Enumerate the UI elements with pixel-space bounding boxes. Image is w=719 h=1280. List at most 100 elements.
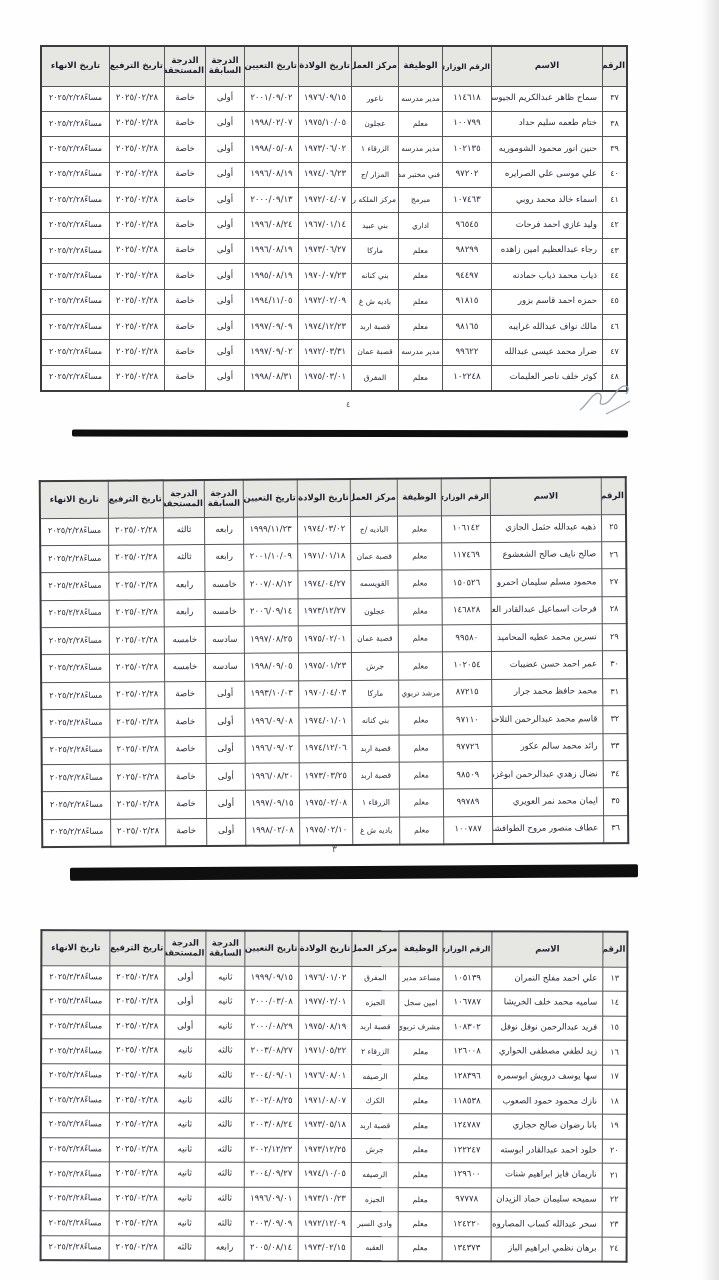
cell-ministry_no: ١٠٢٠٥٤ [442, 651, 492, 680]
table-row: ٣٢ قاسم محمد عبدالرحمن التلاحمه ٩٧١١٠ معلم ب… [41, 705, 628, 738]
column-header-ministry_no: الرقم الوزاري [442, 45, 492, 87]
cell-name: فريد عبدالرحمن نوفل نوفل [491, 1015, 603, 1041]
cell-work_center: الجيزه [351, 990, 399, 1016]
cell-previous_grade: أولى [205, 187, 245, 214]
table-header: الرقم الاسم الرقم الوزاري الوظيفة مركز العمل… [39, 477, 626, 519]
column-header-appointment_date: تاريخ التعيين [244, 930, 299, 966]
cell-birth_date: ١٩٧١/٠٨/٠٧ [298, 1088, 352, 1114]
cell-birth_date: ١٩٦٧/٠١/١٤ [298, 212, 352, 239]
cell-appointment_date: ٢٠٠٤/٠٩/٢٧ [244, 1162, 299, 1188]
cell-previous_grade: أولى [205, 288, 245, 316]
table-row: ٢١ ناريمان فايز ابراهيم شنات ١٢٩٦٠٠ معلم الر… [40, 1161, 627, 1189]
cell-promotion_date: ٢٠٢٥/٠٢/٢٨ [109, 1162, 165, 1187]
cell-name: قاسم محمد عبدالرحمن التلاحمه [491, 705, 604, 735]
cell-promotion_date: ٢٠٢٥/٠٢/٢٨ [110, 736, 166, 765]
cell-promotion_date: ٢٠٢٥/٠٢/٢٨ [109, 989, 165, 1015]
cell-end_date: مساءً٢٠٢٥/٢/٢٨ [40, 110, 110, 138]
cell-job: معلم [398, 1138, 443, 1163]
cell-appointment_date: ١٩٩٨/٠٢/٠٨ [245, 817, 300, 846]
cell-num: ٤٧ [602, 339, 628, 366]
cell-promotion_date: ٢٠٢٥/٠٢/٢٨ [109, 314, 165, 341]
cell-num: ١٤ [602, 991, 628, 1016]
cell-appointment_date: ١٩٩٦/٠٨/٢٤ [244, 212, 299, 239]
column-header-num: الرقم [602, 45, 628, 87]
cell-job: فني مختبر مدرسة [398, 161, 443, 189]
cell-entitled_grade: ثالثه [163, 544, 205, 573]
cell-name: عمر احمد حسن عضيبات [491, 651, 603, 680]
table-row: ٢٩ نسرين محمد عطيه المحاميد ٩٩٥٨٠ معلم قصبة … [40, 623, 627, 656]
cell-birth_date: ١٩٧٢/٠٢/٠٩ [298, 288, 352, 316]
cell-job: مبرمج [398, 187, 443, 214]
table-row: ٢٤ برهان نظمي ابراهيم الباز ١٣٤٣٧٣ معلم العق… [40, 1235, 627, 1262]
column-header-entitled_grade: الدرجة المستحقة [163, 480, 205, 518]
column-header-end_date: تاريخ الانهاء [39, 480, 109, 519]
cell-previous_grade: أولى [205, 136, 245, 163]
table-body: ١٣ علي احمد مفلح النمران ١٠٥١٣٩ مساعد مدير … [40, 965, 628, 1262]
cell-entitled_grade: أولى [164, 1014, 206, 1040]
table-row: ١٧ سها يوسف درويش ابوسمره ١٢٨٣٩٦ معلم الرصيف… [41, 1063, 628, 1090]
cell-num: ١٩ [602, 1114, 627, 1139]
cell-end_date: مساءً٢٠٢٥/٢/٢٨ [41, 764, 111, 793]
cell-job: مساعد مدير مدرسه [398, 966, 443, 991]
cell-promotion_date: ٢٠٢٥/٠٢/٢٨ [109, 110, 165, 138]
cell-promotion_date: ٢٠٢٥/٠٢/٢٨ [109, 1235, 165, 1261]
cell-job: معلم [398, 1212, 443, 1237]
cell-end_date: مساءً٢٠٢٥/٢/٢٨ [41, 791, 111, 820]
cell-previous_grade: أولى [205, 708, 246, 737]
cell-end_date: مساءً٢٠٢٥/٢/٢٨ [41, 709, 111, 738]
cell-work_center: باديه ش غ [351, 288, 399, 316]
cell-num: ٢٧ [601, 568, 627, 597]
cell-end_date: مساءً٢٠٢٥/٢/٢٨ [40, 85, 110, 112]
cell-ministry_no: ٩٧٧٢٦ [443, 734, 493, 762]
table-row: ١٤ ساميه محمد خلف الخريشا ١٠٦٧٨٧ امين سجل ال… [41, 989, 628, 1016]
cell-job: معلم [398, 314, 443, 341]
cell-num: ٣١ [602, 678, 628, 706]
cell-work_center: عجلون [351, 110, 399, 138]
cell-end_date: مساءً٢٠٢٥/٢/٢٨ [40, 1161, 110, 1187]
cell-previous_grade: ثانيه [205, 990, 245, 1015]
cell-job: معلم [398, 1162, 443, 1188]
cell-promotion_date: ٢٠٢٥/٠٢/٢٨ [109, 1088, 165, 1114]
cell-entitled_grade: خاصة [164, 187, 206, 214]
cell-previous_grade: ثالثه [205, 1186, 245, 1212]
cell-promotion_date: ٢٠٢٥/٠٢/٢٨ [109, 1137, 165, 1163]
cell-appointment_date: ١٩٩٥/٠٨/١٩ [244, 263, 299, 290]
table-row: ٤١ اسماء خالد محمد روبي ١٠٧٤٦٣ مبرمج مركز ال… [40, 187, 628, 214]
column-header-job: الوظيفة [397, 478, 442, 516]
cell-name: برهان نظمي ابراهيم الباز [491, 1236, 603, 1262]
cell-work_center: ماركا [351, 680, 399, 708]
table-row: ٣٥ ايمان محمد نمر العويري ٩٩٧٨٩ معلم الزرقاء… [41, 787, 629, 820]
cell-ministry_no: ٩٨٢٩٩ [442, 237, 492, 265]
cell-appointment_date: ١٩٩٩/٠٩/١٥ [244, 965, 299, 991]
cell-promotion_date: ٢٠٢٥/٠٢/٢٨ [109, 1186, 165, 1212]
cell-appointment_date: ٢٠٠٠/٠٣/٠٨ [244, 990, 299, 1016]
column-header-name: الاسم [491, 931, 603, 967]
cell-entitled_grade: ثانيه [164, 1137, 206, 1163]
column-header-work_center: مركز العمل [351, 930, 399, 967]
cell-appointment_date: ١٩٩٦/٠٩/٠٢ [245, 735, 300, 764]
cell-promotion_date: ٢٠٢٥/٠٢/٢٨ [109, 161, 165, 189]
cell-ministry_no: ١٠٢٢٤٨ [442, 364, 492, 392]
cell-previous_grade: أولى [205, 681, 245, 709]
cell-previous_grade: سادسه [205, 653, 245, 682]
cell-num: ٣٧ [602, 85, 628, 112]
cell-num: ٣٤ [603, 760, 628, 789]
cell-name: ساميه محمد خلف الخريشا [491, 990, 603, 1016]
cell-birth_date: ١٩٧٣/٠٢/١٥ [298, 1236, 352, 1262]
cell-previous_grade: أولى [206, 790, 246, 819]
cell-birth_date: ١٩٧٣/٠٥/١٨ [298, 1113, 352, 1139]
cell-end_date: مساءً٢٠٢٥/٢/٢٨ [40, 237, 110, 265]
cell-appointment_date: ١٩٩٧/٠٩/٠٩ [244, 314, 299, 341]
cell-entitled_grade: ثالثه [164, 1236, 206, 1261]
cell-appointment_date: ٢٠٠٠/٠٩/١٣ [244, 187, 299, 214]
cell-name: ضرار محمد عيسى عبدالله [491, 339, 603, 366]
cell-work_center: عجلون [351, 597, 399, 626]
table-row: ١٩ بانا رضوان صالح حجازي ١٢٤٧٨٧ معلم قصبة ار… [40, 1112, 627, 1139]
cell-name: كوثر خلف ناصر العليمات [491, 364, 603, 392]
cell-promotion_date: ٢٠٢٥/٠٢/٢٨ [109, 965, 165, 991]
cell-birth_date: ١٩٧٢/٠٣/٣١ [298, 339, 352, 366]
cell-num: ٤٠ [602, 161, 628, 189]
cell-job: مشرف تربوي [398, 1015, 443, 1041]
cell-name: نازك محمود حمود الصعوب [491, 1089, 603, 1115]
cell-promotion_date: ٢٠٢٥/٠٢/٢٨ [108, 517, 164, 546]
